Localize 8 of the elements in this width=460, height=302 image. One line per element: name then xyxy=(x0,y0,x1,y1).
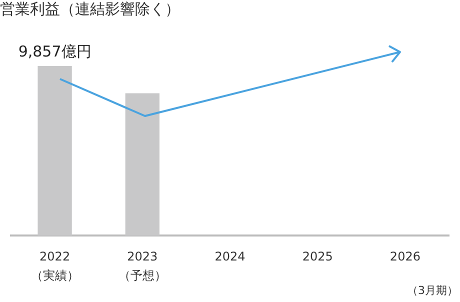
x-tick-label: 2026 xyxy=(390,249,420,264)
x-tick-label: 2024 xyxy=(214,249,246,264)
x-tick-label: 2023 （予想） xyxy=(118,249,166,283)
text: （3月期） xyxy=(407,283,458,298)
chart-title: 営業利益（連結影響除く） xyxy=(0,0,180,19)
x-tick-label: 2025 xyxy=(302,249,333,264)
x-tick-label: 2022 （実績） xyxy=(30,249,79,283)
data-label: 9,857億円 xyxy=(18,42,92,60)
